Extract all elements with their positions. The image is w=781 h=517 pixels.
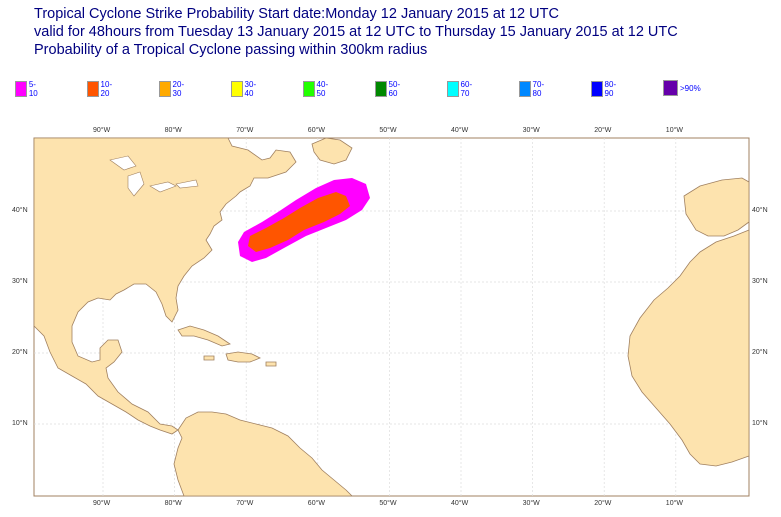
legend-label: 20-30: [172, 80, 185, 98]
lat-tick-label: 40°N: [752, 207, 768, 214]
lat-tick-label: 20°N: [752, 349, 768, 356]
legend-label: 80-90: [604, 80, 617, 98]
land: [33, 137, 750, 497]
legend-item: 50-60: [375, 80, 404, 98]
lon-tick-label: 50°W: [379, 127, 397, 134]
lon-tick-label: 40°W: [451, 127, 469, 134]
north-america: [33, 137, 297, 435]
lat-tick-label: 10°N: [12, 420, 28, 427]
lon-tick-label: 30°W: [522, 127, 540, 134]
legend-swatch: [87, 81, 99, 97]
legend-label: 50-60: [388, 80, 401, 98]
lon-tick-label: 60°W: [307, 127, 325, 134]
lon-tick-label: 10°W: [665, 500, 683, 507]
africa: [627, 229, 750, 467]
probability-area-10-20: [248, 192, 350, 252]
graticule: [34, 138, 749, 496]
lat-tick-label: 20°N: [12, 349, 28, 356]
legend-swatch: [231, 81, 243, 97]
lon-tick-label: 80°W: [164, 127, 182, 134]
lon-tick-label: 20°W: [594, 500, 612, 507]
lon-tick-label: 80°W: [164, 500, 182, 507]
title-line-2: valid for 48hours from Tuesday 13 Januar…: [34, 24, 678, 40]
legend-label: 40-50: [316, 80, 329, 98]
lon-tick-label: 10°W: [665, 127, 683, 134]
chart-title: Tropical Cyclone Strike Probability Star…: [34, 5, 678, 59]
title-line-3: Probability of a Tropical Cyclone passin…: [34, 42, 428, 58]
legend-item: 20-30: [159, 80, 188, 98]
title-line-1: Tropical Cyclone Strike Probability Star…: [34, 6, 559, 22]
legend-item: 70-80: [519, 80, 548, 98]
legend-label: 5-10: [28, 80, 38, 98]
legend-swatch: [591, 81, 603, 97]
legend-label: >90%: [680, 83, 701, 93]
legend-label: 70-80: [532, 80, 545, 98]
legend-item: 60-70: [447, 80, 476, 98]
lon-tick-label: 60°W: [307, 500, 325, 507]
legend-item: 30-40: [231, 80, 260, 98]
lon-tick-label: 50°W: [379, 500, 397, 507]
cuba: [177, 325, 231, 347]
legend-item: 10-20: [87, 80, 116, 98]
lon-tick-label: 70°W: [236, 127, 254, 134]
lon-tick-label: 90°W: [93, 127, 111, 134]
legend-swatch: [15, 81, 27, 97]
lon-tick-label: 40°W: [451, 500, 469, 507]
legend-item: 40-50: [303, 80, 332, 98]
legend-swatch: [375, 81, 387, 97]
newfoundland: [311, 137, 353, 165]
south-america: [173, 411, 353, 497]
iberia: [683, 177, 750, 237]
lon-tick-label: 70°W: [236, 500, 254, 507]
legend-item: >90%: [663, 80, 701, 96]
hispaniola: [225, 351, 261, 363]
lat-tick-label: 40°N: [12, 207, 28, 214]
legend-swatch: [447, 81, 459, 97]
lon-tick-label: 20°W: [594, 127, 612, 134]
lat-tick-label: 10°N: [752, 420, 768, 427]
jamaica: [203, 355, 215, 361]
puerto-rico: [265, 361, 277, 367]
legend-label: 60-70: [460, 80, 473, 98]
legend-label: 10-20: [100, 80, 113, 98]
lon-tick-label: 90°W: [93, 500, 111, 507]
lon-tick-label: 30°W: [522, 500, 540, 507]
legend-swatch: [303, 81, 315, 97]
great-lakes: [109, 155, 199, 197]
legend-item: 5-10: [15, 80, 41, 98]
legend-label: 30-40: [244, 80, 257, 98]
legend-item: 80-90: [591, 80, 620, 98]
lat-tick-label: 30°N: [752, 278, 768, 285]
lat-tick-label: 30°N: [12, 278, 28, 285]
legend-swatch: [519, 81, 531, 97]
legend-swatch: [159, 81, 171, 97]
legend-swatch: [663, 80, 678, 96]
